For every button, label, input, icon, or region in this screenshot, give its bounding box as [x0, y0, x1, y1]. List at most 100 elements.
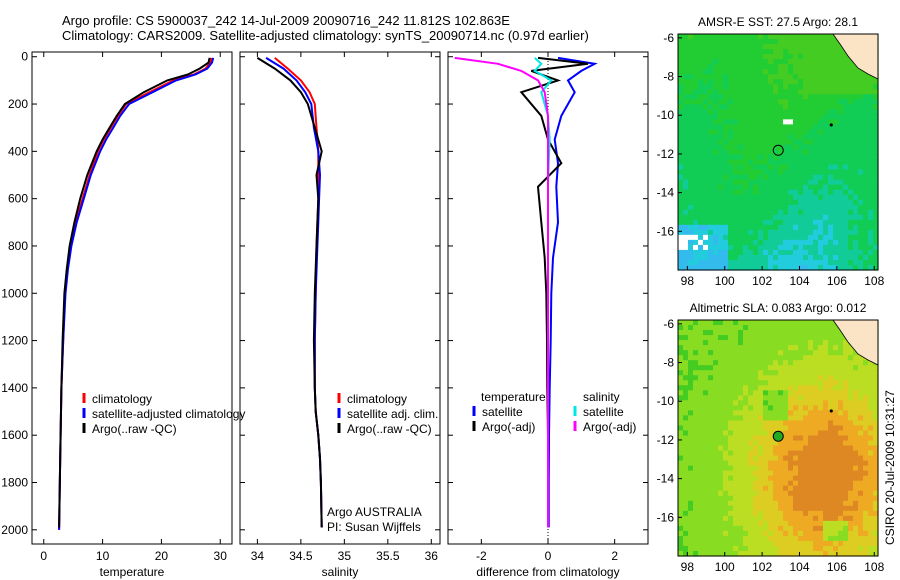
sst-map-cell [688, 234, 694, 241]
sla-map-cell [708, 340, 714, 346]
sla-map-cell [803, 325, 809, 331]
sst-map-cell [743, 34, 749, 40]
sst-map-cell [833, 154, 839, 161]
sla-map-cell [713, 325, 719, 331]
sla-map-cell [738, 390, 744, 396]
sst-map-cell [868, 204, 874, 211]
sla-map-cell [783, 330, 789, 336]
sla-map-cell [698, 430, 704, 437]
sst-map-cell [813, 34, 819, 40]
sst-map-cell [788, 184, 794, 191]
sla-map-cell [803, 435, 809, 442]
sla-map-cell [688, 510, 694, 517]
sla-map-cell [778, 365, 784, 371]
sst-map-cell [808, 224, 814, 231]
sst-map-cell [698, 249, 704, 256]
sst-map-cell [873, 234, 879, 241]
sst-map-cell [678, 259, 684, 266]
sst-map-cell [763, 189, 769, 196]
sst-map-cell [773, 64, 779, 70]
sst-map-cell [683, 119, 689, 125]
sla-map-cell [758, 360, 764, 366]
sla-map-cell [873, 460, 879, 467]
sla-map-cell [838, 380, 844, 386]
sla-map-cell [788, 530, 794, 537]
sla-map-cell [758, 370, 764, 376]
sst-map-cell [743, 264, 749, 271]
sst-map-cell [853, 194, 859, 201]
sla-map-cell [693, 430, 699, 437]
sla-map-cell [728, 335, 734, 341]
sst-map-ytick-label: -14 [657, 186, 675, 200]
sst-map-cell [838, 239, 844, 246]
sla-map-cell [678, 540, 684, 547]
sla-map-cell [748, 430, 754, 437]
temperature-ytick-label: 1800 [1, 476, 28, 490]
sst-map-cell [868, 264, 874, 271]
sla-map-cell [813, 490, 819, 497]
sla-map-cell [763, 335, 769, 341]
sst-map-cell [773, 254, 779, 261]
sst-map-cell [723, 124, 729, 130]
sla-map-cell [793, 365, 799, 371]
sst-map-cell [738, 219, 744, 226]
sla-map-cell [718, 330, 724, 336]
sst-map-cell [773, 104, 779, 110]
sla-map-cell [778, 395, 784, 401]
sla-map-cell [743, 540, 749, 547]
sla-map-cell [778, 375, 784, 381]
sst-map-cell [738, 109, 744, 115]
sla-map-cell [873, 380, 879, 386]
sst-map-cell [693, 84, 699, 90]
sst-map-cell [738, 164, 744, 171]
sla-map-cell [703, 430, 709, 437]
sst-map-cell [733, 169, 739, 176]
sla-map-cell [748, 395, 754, 401]
sla-map-cell [858, 530, 864, 537]
sla-map-cell [793, 330, 799, 336]
sla-map-cell [833, 485, 839, 492]
sst-map-cell [838, 84, 844, 90]
sst-map-cell [693, 164, 699, 171]
temperature-frame [31, 51, 233, 545]
sla-map-cell [768, 505, 774, 512]
difference-legend-temp-satellite-label: satellite [482, 405, 523, 419]
sst-map-cell [748, 179, 754, 186]
sla-map-cell [853, 460, 859, 467]
sla-map-cell [858, 485, 864, 492]
sst-map-cell [843, 134, 849, 141]
sst-map-cell [723, 259, 729, 266]
sst-map-cell [778, 104, 784, 110]
sst-map-cell [763, 239, 769, 246]
sla-map-cell [828, 365, 834, 371]
sst-map-cell [873, 189, 879, 196]
sla-map-cell [718, 455, 724, 462]
sla-map-cell [863, 380, 869, 386]
sst-map-cell [708, 219, 714, 226]
sla-map-cell [738, 395, 744, 401]
sst-map-cell [688, 109, 694, 115]
sst-map-cell [683, 129, 689, 136]
sla-map-cell [743, 355, 749, 361]
sla-map-cell [868, 475, 874, 482]
sst-map-cell [723, 184, 729, 191]
sla-map-cell [713, 330, 719, 336]
sst-map-cell [688, 254, 694, 261]
sla-map-cell [873, 490, 879, 497]
sla-map-cell [748, 440, 754, 447]
sst-map-cell [778, 249, 784, 256]
sst-map-cell [728, 184, 734, 191]
sst-map-cell [813, 184, 819, 191]
sst-map-cell [718, 159, 724, 166]
sst-map-cell [798, 154, 804, 161]
sst-map-cell [703, 149, 709, 156]
sla-map-cell [788, 445, 794, 452]
sst-map-cell [688, 249, 694, 256]
sla-map-cell [773, 475, 779, 482]
sst-map-cell [763, 59, 769, 65]
sst-map-cell [863, 209, 869, 216]
sst-map-cell [738, 239, 744, 246]
sla-map-cell [793, 340, 799, 346]
sst-map-cell [693, 139, 699, 146]
sst-map-cell [848, 254, 854, 261]
